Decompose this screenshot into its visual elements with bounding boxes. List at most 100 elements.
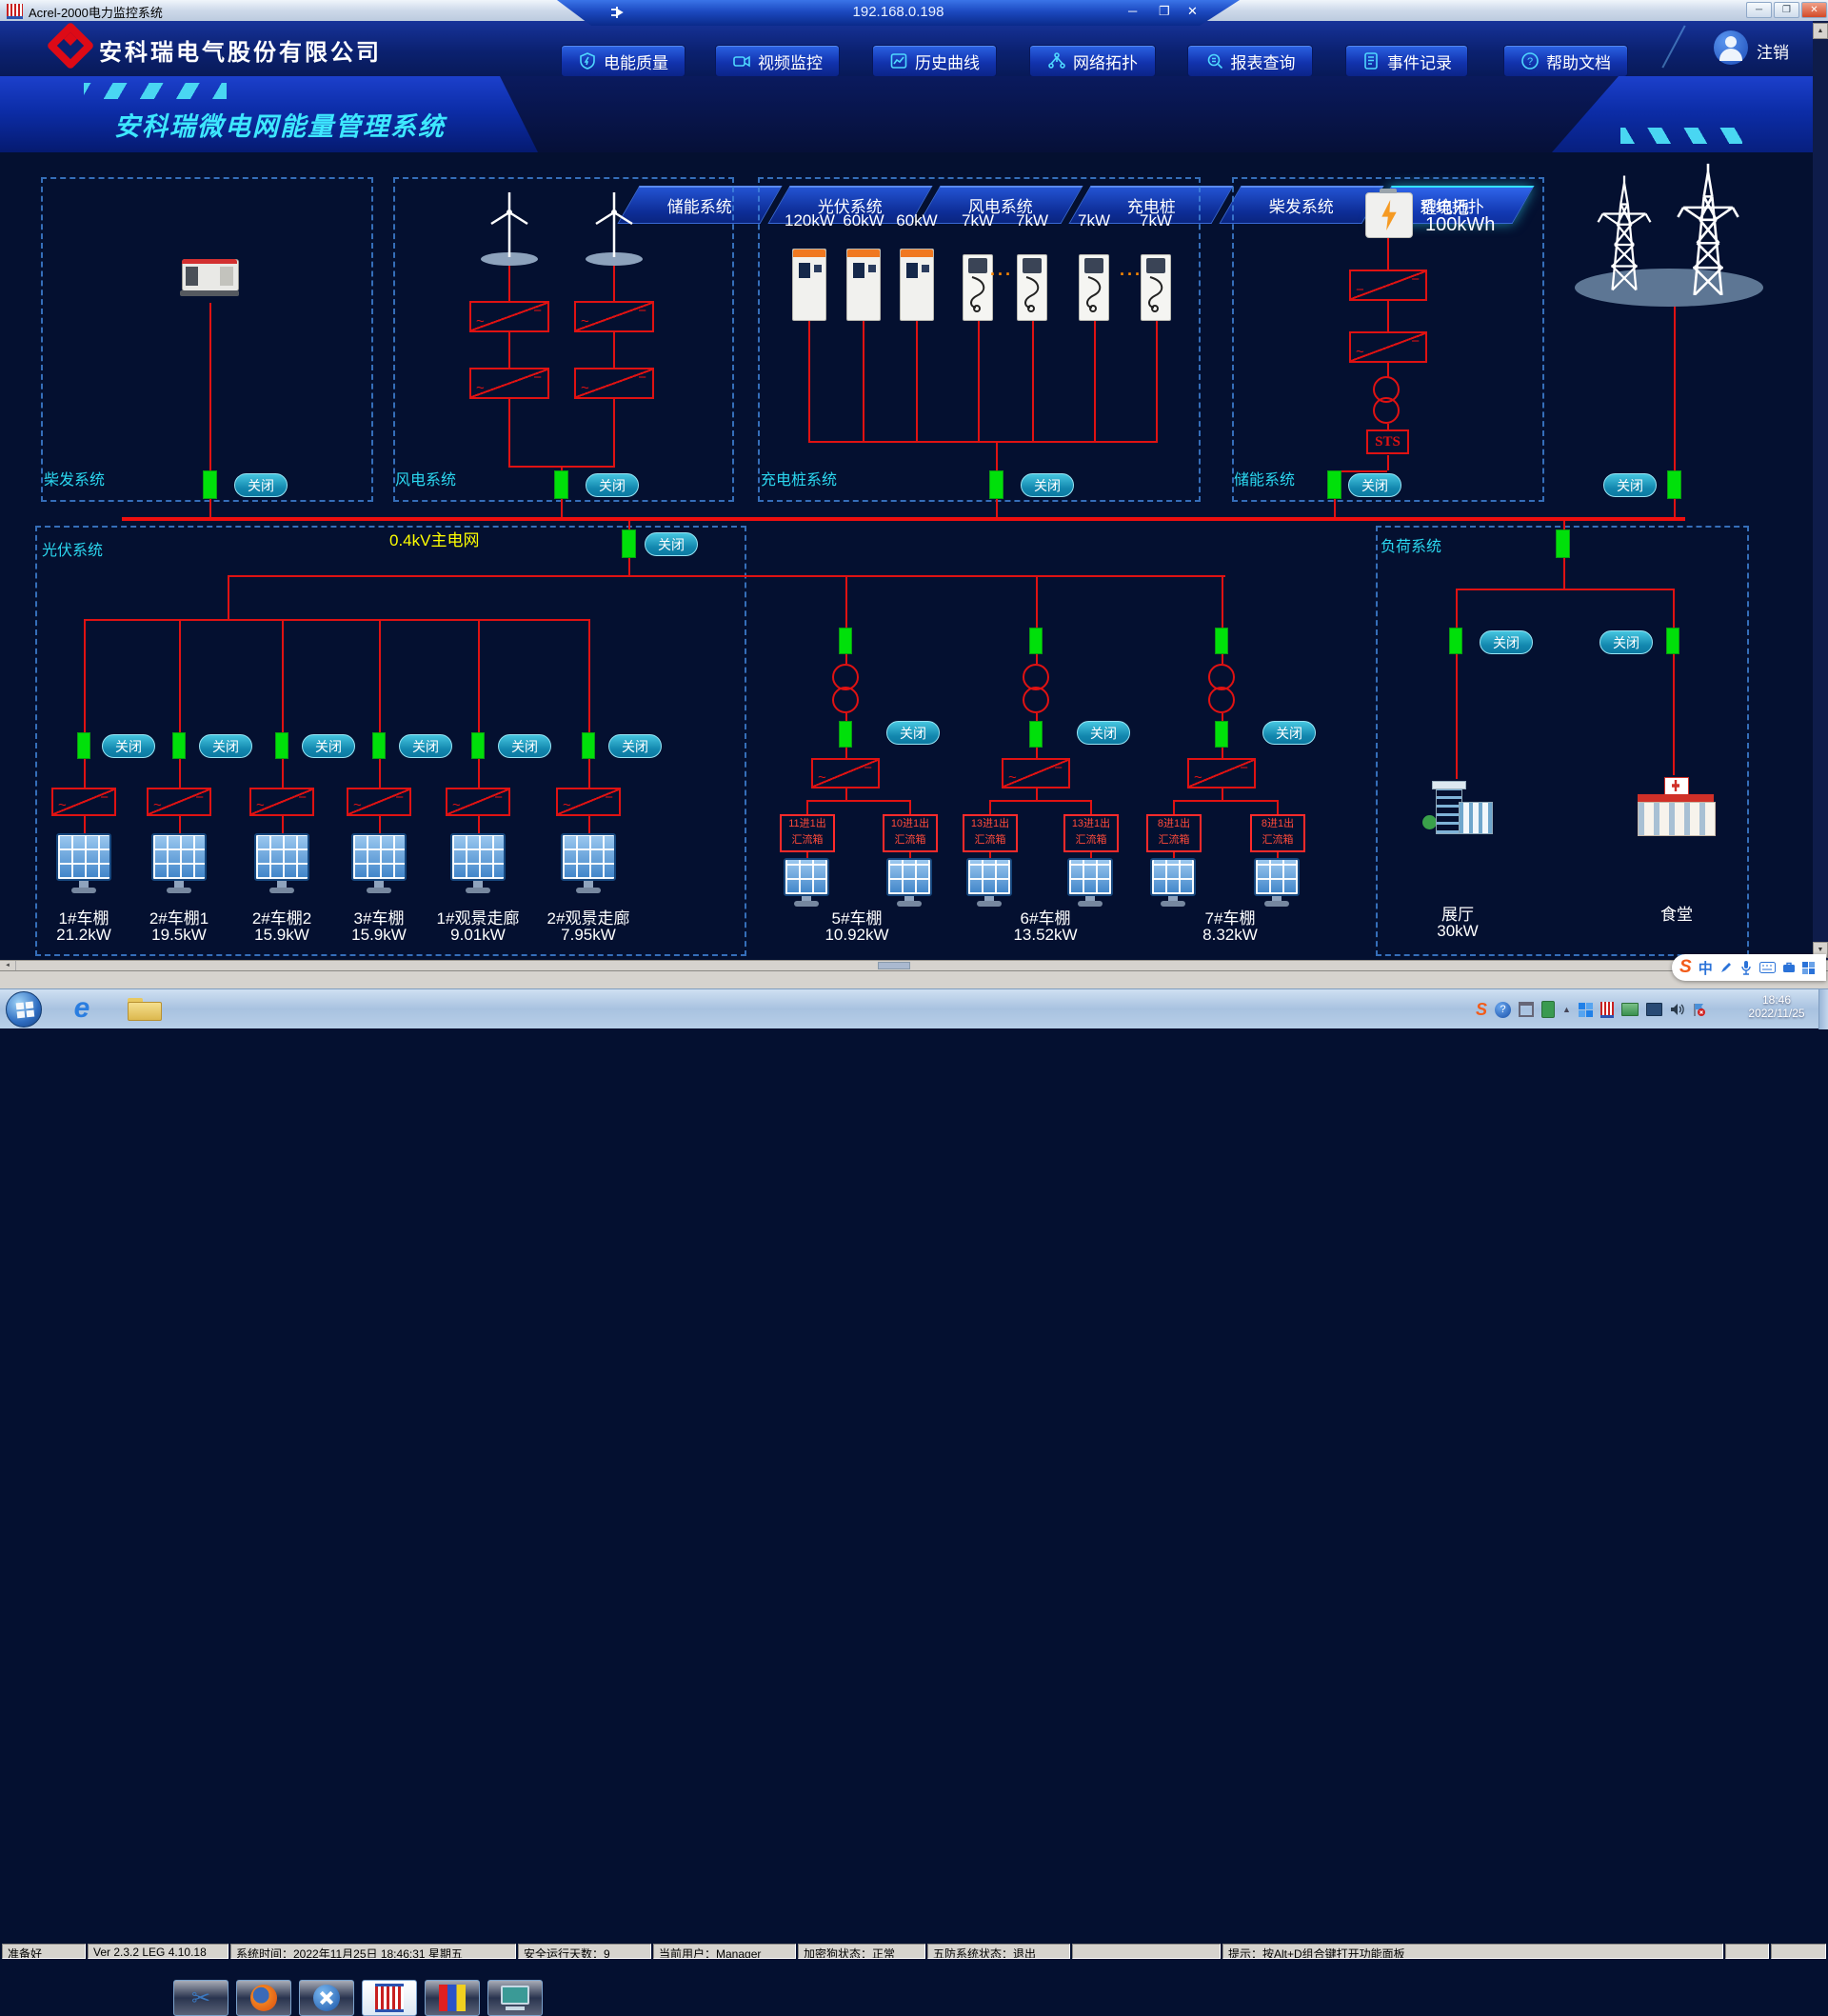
ime-pen-icon[interactable] [1719,961,1733,974]
pv-group-breaker[interactable] [839,628,852,654]
scroll-left-button[interactable]: ◄ [0,961,16,970]
charge-panel [758,177,1201,502]
wire [916,321,918,441]
taskbar-colorbars-button[interactable] [425,1980,480,2016]
bar-restore-icon[interactable]: ❐ [1159,4,1170,18]
nav-network-topology[interactable]: 网络拓扑 [1029,45,1156,77]
tray-sogou-icon[interactable]: S [1476,999,1488,1019]
start-button[interactable] [6,991,42,1028]
pv-string-breaker[interactable] [172,732,186,759]
wind-close-button[interactable]: 关闭 [586,473,639,497]
nav-history-curve[interactable]: 历史曲线 [872,45,997,77]
restore-button[interactable]: ❐ [1774,2,1799,18]
pv-string-close-button[interactable]: 关闭 [498,734,551,758]
grid-breaker[interactable] [1667,470,1681,499]
clock-time: 18:46 [1761,993,1792,1007]
hall-building-icon [1422,779,1493,836]
tray-help-icon[interactable]: ? [1495,1001,1512,1018]
pv-string-name: 2#观景走廊 [546,909,630,928]
taskbar-folder-icon[interactable] [128,998,162,1021]
storage-close-button[interactable]: 关闭 [1348,473,1401,497]
tray-expand-icon[interactable]: ▲ [1562,1005,1571,1014]
tray-grid-icon[interactable] [1578,1002,1593,1017]
ime-toolbar[interactable]: S 中 [1672,954,1826,981]
vertical-scrollbar[interactable]: ▲ ▼ [1813,21,1828,960]
tray-speaker-icon[interactable] [1670,1003,1684,1016]
ime-mic-icon[interactable] [1739,960,1753,975]
hall-close-button[interactable]: 关闭 [1480,630,1533,654]
horizontal-scrollbar[interactable]: ◄ ► [0,960,1828,970]
taskbar-ie-icon[interactable]: e [73,992,90,1024]
canteen-breaker[interactable] [1666,628,1679,654]
charge-close-button[interactable]: 关闭 [1021,473,1074,497]
pv-group-breaker[interactable] [839,721,852,748]
nav-event-log[interactable]: 事件记录 [1345,45,1468,77]
tray-network-icon[interactable] [1645,1003,1662,1016]
tray-acrel-icon[interactable] [1600,1001,1614,1018]
scroll-up-button[interactable]: ▲ [1813,23,1828,39]
load-feed-breaker[interactable] [1556,529,1570,558]
pv-feed-close-button[interactable]: 关闭 [645,532,698,556]
pv-string-breaker[interactable] [372,732,386,759]
tray-flag-error-icon[interactable] [1692,1003,1706,1017]
ime-toolbox-icon[interactable] [1782,962,1796,973]
taskbar-clock[interactable]: 18:46 2022/11/25 [1739,993,1815,1026]
bar-close-icon[interactable]: ✕ [1187,4,1198,18]
charge-breaker[interactable] [989,470,1003,499]
nav-help-docs[interactable]: ? 帮助文档 [1503,45,1628,77]
avatar[interactable] [1714,30,1748,65]
pv-string-close-button[interactable]: 关闭 [399,734,452,758]
pv-group-close-button[interactable]: 关闭 [1077,721,1130,745]
pv-inverter: ~ − [51,788,116,816]
wire [845,788,847,800]
minimize-button[interactable]: ─ [1746,2,1772,18]
bar-minimize-icon[interactable]: ─ [1128,4,1138,18]
tray-restore-icon[interactable] [1519,1002,1535,1017]
close-button[interactable]: ✕ [1801,2,1827,18]
pv-feed-breaker[interactable] [622,529,636,558]
acrel-app-icon [375,1984,404,2012]
scroll-thumb[interactable] [878,962,910,969]
hall-breaker[interactable] [1449,628,1462,654]
ime-keyboard-icon[interactable] [1758,962,1776,973]
ime-lang-icon[interactable]: 中 [1698,960,1713,977]
wire [989,800,1092,802]
ime-grid-icon[interactable] [1801,961,1815,974]
storage-breaker[interactable] [1327,470,1341,499]
pin-icon[interactable] [609,5,625,20]
pv-string-breaker[interactable] [77,732,90,759]
pv-group-breaker[interactable] [1029,628,1043,654]
pv-string-close-button[interactable]: 关闭 [199,734,252,758]
ime-logo-icon[interactable]: S [1679,957,1692,977]
taskbar-acrel-button[interactable] [362,1980,417,2016]
colorbars-icon [439,1985,466,2011]
taskbar-monitor-button[interactable] [487,1980,543,2016]
grid-close-button[interactable]: 关闭 [1603,473,1657,497]
pv-string-breaker[interactable] [471,732,485,759]
pv-group-breaker[interactable] [1215,721,1228,748]
tray-folder-icon[interactable] [1620,1003,1639,1016]
connection-bar[interactable]: 192.168.0.198 ─ ❐ ✕ [557,0,1240,26]
charger-cabinet-icon [792,249,826,321]
diesel-breaker[interactable] [203,470,217,499]
pv-group-close-button[interactable]: 关闭 [1262,721,1316,745]
pv-group-breaker[interactable] [1215,628,1228,654]
pv-string-breaker[interactable] [275,732,288,759]
pv-string-close-button[interactable]: 关闭 [608,734,662,758]
pv-string-close-button[interactable]: 关闭 [302,734,355,758]
pv-group-breaker[interactable] [1029,721,1043,748]
pv-string-breaker[interactable] [582,732,595,759]
video-camera-icon [733,55,750,68]
diesel-close-button[interactable]: 关闭 [234,473,288,497]
logout-button[interactable]: 注销 [1757,44,1789,62]
show-desktop-button[interactable] [1818,989,1828,1029]
taskbar-firefox-button[interactable] [236,1980,291,2016]
taskbar-snipping-button[interactable]: ✂ [173,1980,228,2016]
pv-string-close-button[interactable]: 关闭 [102,734,155,758]
pv-group-close-button[interactable]: 关闭 [886,721,940,745]
nav-power-quality[interactable]: 电能质量 [561,45,686,77]
taskbar-tools-button[interactable] [299,1980,354,2016]
wind-breaker[interactable] [554,470,568,499]
canteen-close-button[interactable]: 关闭 [1600,630,1653,654]
tray-usb-icon[interactable] [1541,1001,1556,1018]
